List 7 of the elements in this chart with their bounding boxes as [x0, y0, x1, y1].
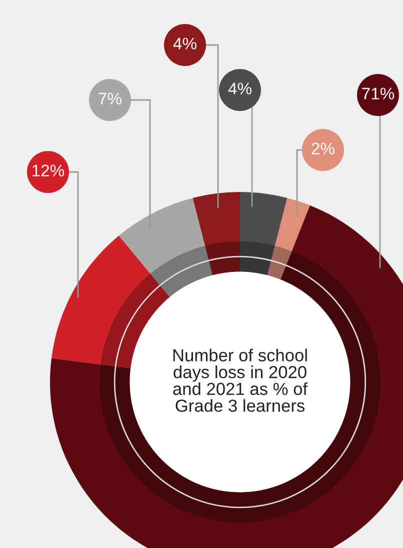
text: Number of school days loss in 2020 and 2021 as % of Grade 3 learners — [173, 348, 308, 412]
data-label: 71% — [362, 88, 394, 100]
data-label: 12% — [32, 164, 64, 176]
data-label: 4% — [173, 38, 196, 50]
data-label: 2% — [312, 142, 334, 154]
data-label: 4% — [228, 82, 252, 94]
data-label: 7% — [98, 92, 122, 104]
